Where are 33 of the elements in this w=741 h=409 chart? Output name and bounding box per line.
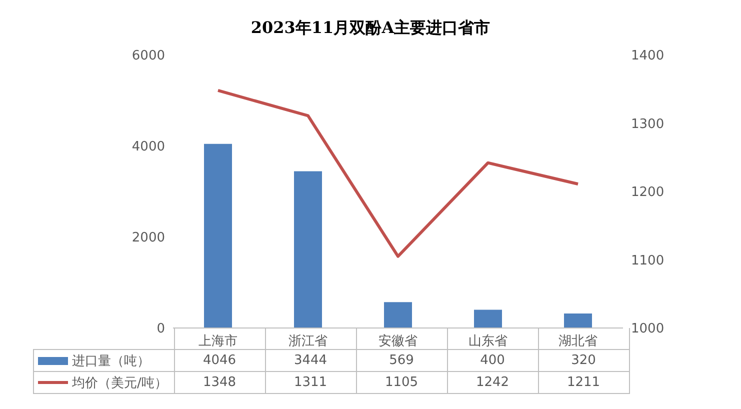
x-tick-label: 山东省 — [468, 334, 508, 350]
y2-tick-label: 1100 — [631, 253, 664, 268]
chart-title: 2023年11月双酚A主要进口省市 — [250, 18, 492, 39]
y-tick-label: 6000 — [132, 48, 165, 64]
data-label: 569 — [356, 350, 447, 372]
bar — [204, 144, 232, 328]
y-tick-label: 4000 — [132, 140, 165, 155]
data-label: 320 — [538, 350, 629, 372]
x-tick-label: 浙江省 — [288, 334, 328, 350]
x-tick-label: 安徽省 — [378, 333, 418, 350]
x-tick-label: 湖北省 — [558, 334, 598, 350]
legend-label: 进口量（吨） — [72, 354, 150, 368]
y2-tick-label: 1400 — [631, 48, 664, 64]
data-label: 400 — [447, 350, 538, 372]
y-tick-label: 2000 — [132, 230, 165, 246]
x-tick-label: 上海市 — [198, 334, 238, 350]
y2-tick-label: 1200 — [631, 185, 664, 200]
bar — [384, 302, 412, 328]
data-label: 1211 — [538, 372, 629, 394]
data-label: 1311 — [265, 372, 356, 394]
data-label: 1105 — [356, 372, 447, 394]
bar — [474, 310, 502, 328]
y-tick-label: 0 — [156, 322, 165, 337]
line-series — [216, 88, 580, 258]
data-label: 1242 — [447, 372, 538, 394]
bar — [294, 171, 322, 328]
data-label: 4046 — [174, 350, 265, 372]
y2-tick-label: 1300 — [631, 116, 664, 132]
data-label: 1348 — [174, 372, 265, 394]
data-label: 3444 — [265, 350, 356, 372]
bar — [564, 313, 592, 328]
y2-tick-label: 1000 — [631, 322, 664, 337]
legend-label: 均价（美元/吨） — [72, 376, 168, 390]
